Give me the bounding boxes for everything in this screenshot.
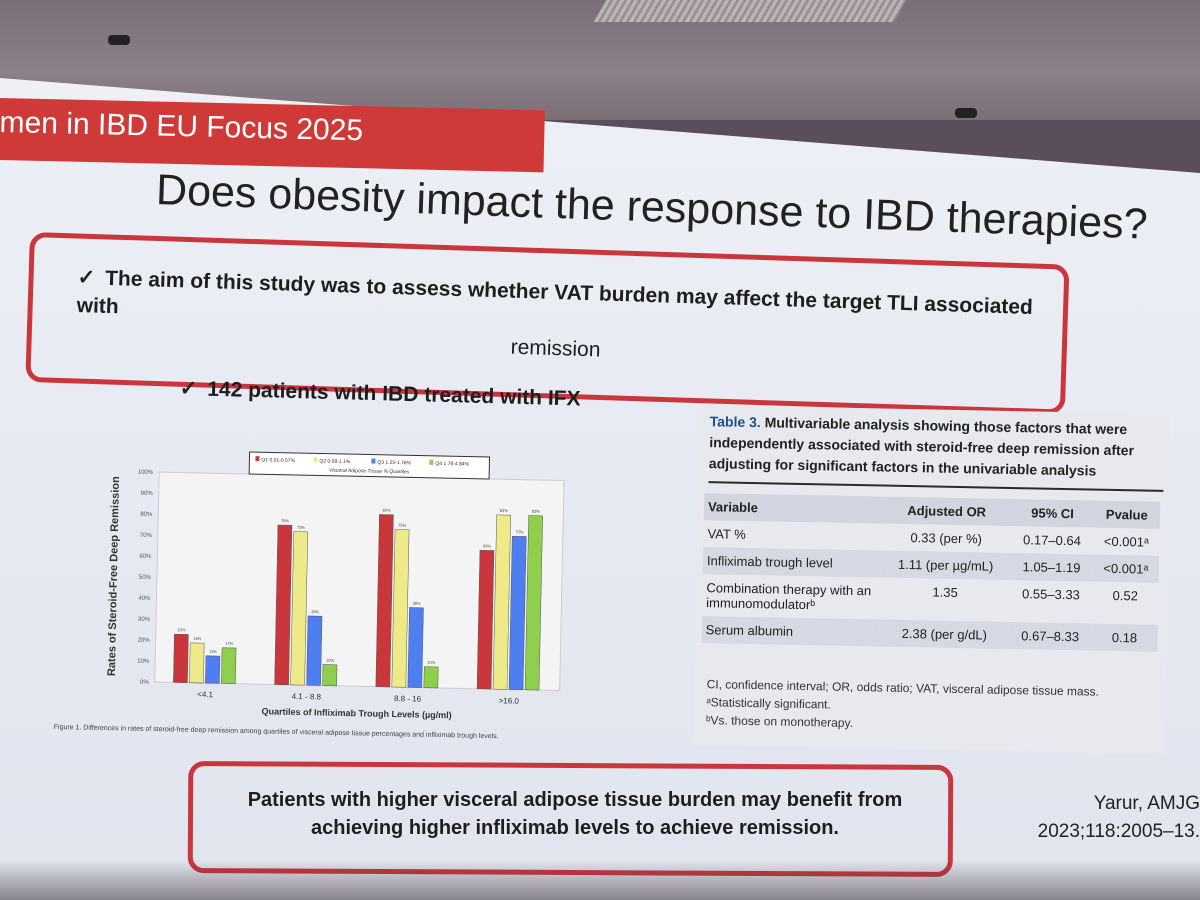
- table-cell: Serum albumin: [701, 616, 880, 647]
- legend-entry: Q4 1.78-4.84%: [435, 461, 469, 468]
- ceiling-sprinkler: [108, 35, 130, 45]
- results-table: Variable Adjusted OR 95% CI Pvalue VAT %…: [701, 493, 1161, 652]
- bar: [524, 515, 543, 691]
- x-tick-label: 8.8 - 16: [394, 694, 422, 704]
- y-tick-label: 100%: [138, 470, 154, 476]
- bar-value-label: 82%: [382, 508, 391, 513]
- bar: [173, 633, 189, 683]
- bar: [322, 664, 338, 687]
- bar-value-label: 75%: [398, 523, 407, 528]
- reference-line-1: Yarur, AMJG: [1093, 793, 1200, 814]
- bar: [189, 642, 205, 684]
- slide-bottom-shade: [0, 860, 1200, 900]
- legend-swatch: [429, 459, 434, 465]
- table-header: 95% CI: [1011, 498, 1094, 528]
- table-cell: 0.18: [1091, 623, 1158, 652]
- bar: [306, 615, 323, 686]
- reference-line-2: 2023;118:2005–13.: [1037, 821, 1200, 842]
- ceiling-vent: [593, 0, 907, 22]
- table-cell: 0.17–0.64: [1022, 532, 1082, 549]
- legend-entry: Q3 1.25-1.76%: [377, 460, 411, 467]
- table-caption: Table 3. Multivariable analysis showing …: [708, 411, 1164, 492]
- bar: [274, 524, 293, 686]
- table-header: Adjusted OR: [881, 496, 1012, 526]
- bar: [508, 535, 527, 691]
- legend-entry: Q2 0.58-1.1%: [319, 458, 351, 465]
- y-tick-label: 30%: [138, 617, 151, 623]
- y-tick-label: 50%: [139, 575, 152, 581]
- bar: [492, 514, 511, 690]
- bar: [407, 607, 424, 688]
- bar: [205, 655, 221, 684]
- x-axis-label: Quartiles of Infliximab Trough Levels (µ…: [261, 706, 451, 720]
- table-cell: 2.38 (per g/dL): [879, 619, 1010, 649]
- table-notes: CI, confidence interval; OR, odds ratio;…: [706, 675, 1099, 737]
- table-rule: [708, 481, 1164, 492]
- chart-svg: 0% 10% 20% 30% 40% 50% 60% 70% 80% 90% 100% Rates o…: [106, 451, 565, 720]
- y-tick-label: 90%: [141, 491, 154, 497]
- table-header: Pvalue: [1093, 500, 1161, 529]
- bar-value-label: 19%: [193, 636, 202, 641]
- y-axis-label: Rates of Steroid-Free Deep Remission: [106, 476, 122, 676]
- check-icon: ✓: [77, 265, 96, 290]
- table-cell: VAT %: [707, 526, 746, 542]
- bar-value-label: 10%: [427, 660, 436, 665]
- table-cell: Combination therapy with an immunomodula…: [706, 580, 872, 613]
- y-tick-label: 70%: [140, 533, 153, 539]
- bar-value-label: 73%: [515, 529, 524, 534]
- table-cell: 0.52: [1112, 587, 1139, 604]
- bar-value-label: 10%: [326, 658, 335, 663]
- reference: Yarur, AMJG 2023;118:2005–13.: [1010, 790, 1200, 846]
- table-cell: Infliximab trough level: [702, 547, 882, 578]
- legend-swatch: [371, 458, 376, 464]
- check-icon: ✓: [179, 376, 198, 401]
- bar: [290, 531, 309, 686]
- table-cell: 0.67–8.33: [1008, 621, 1092, 651]
- x-tick-label: 4.1 - 8.8: [292, 692, 322, 702]
- bar: [375, 514, 394, 688]
- table-cell: 1.05–1.19: [1010, 552, 1093, 582]
- y-tick-label: 20%: [138, 638, 151, 644]
- bar-value-label: 76%: [281, 518, 290, 523]
- table-cell: <0.001ᵃ: [1092, 554, 1160, 583]
- y-tick-label: 40%: [138, 596, 151, 602]
- y-tick-label: 0%: [140, 680, 149, 686]
- legend-title: Visceral Adipose Tissue % Quartiles: [329, 468, 410, 476]
- legend-swatch: [313, 457, 318, 463]
- table-cell: 0.55–3.33: [1021, 586, 1081, 603]
- bar-value-label: 17%: [225, 641, 234, 646]
- legend-swatch: [255, 456, 260, 462]
- bar-value-label: 23%: [177, 627, 186, 632]
- y-tick-label: 80%: [140, 512, 153, 518]
- x-tick-label: <4.1: [197, 690, 214, 699]
- bar-value-label: 38%: [413, 601, 422, 606]
- bar-value-label: 33%: [311, 609, 320, 614]
- legend-box: [248, 451, 491, 480]
- conclusion-text: Patients with higher visceral adipose ti…: [247, 789, 903, 839]
- x-tick-label: >16.0: [499, 696, 520, 705]
- bar: [476, 549, 495, 690]
- bar: [391, 529, 410, 688]
- bar: [221, 647, 237, 684]
- table-caption-text: Multivariable analysis showing those fac…: [708, 414, 1135, 479]
- table-cell: 0.33 (per %): [910, 530, 983, 547]
- bar-value-label: 83%: [532, 509, 541, 514]
- legend-entry: Q1 0.01-0.57%: [261, 457, 295, 464]
- table-cell: 1.35: [932, 584, 958, 600]
- ceiling-sprinkler: [955, 108, 977, 118]
- y-tick-label: 10%: [137, 659, 150, 665]
- table-header: Variable: [703, 493, 883, 524]
- bar: [423, 666, 439, 689]
- bar-chart: 0% 10% 20% 30% 40% 50% 60% 70% 80% 90% 100% Rates o…: [53, 430, 680, 763]
- bar-value-label: 66%: [483, 543, 492, 548]
- bar-value-label: 73%: [297, 525, 306, 530]
- bar-value-label: 83%: [500, 508, 509, 513]
- table-panel: Table 3. Multivariable analysis showing …: [693, 405, 1170, 754]
- table-cell: <0.001ᵃ: [1103, 533, 1149, 550]
- bar-value-label: 13%: [209, 649, 218, 654]
- table-label: Table 3.: [709, 413, 761, 431]
- y-tick-label: 60%: [139, 554, 152, 560]
- table-cell: 1.11 (per µg/mL): [880, 550, 1011, 580]
